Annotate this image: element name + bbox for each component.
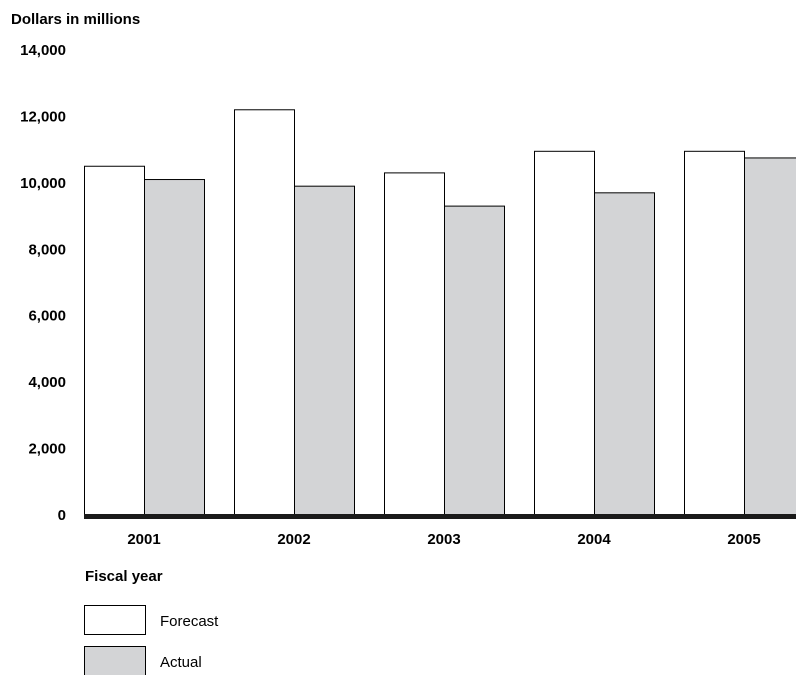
- legend-swatch-actual: [84, 646, 146, 675]
- x-axis-ticks: 2001 2002 2003 2004 2005: [127, 531, 760, 548]
- legend: Forecast Actual: [84, 605, 219, 675]
- bar-actual-2003: [444, 205, 505, 516]
- y-tick-label: 8,000: [28, 241, 66, 258]
- bar-forecast-2002: [234, 109, 295, 516]
- y-tick-label: 2,000: [28, 441, 66, 458]
- bar-actual-2002: [294, 185, 355, 516]
- y-axis-title: Dollars in millions: [11, 11, 140, 28]
- legend-label-forecast: Forecast: [160, 613, 219, 630]
- bar-forecast-2003: [384, 172, 445, 516]
- x-tick-label: 2005: [727, 531, 760, 548]
- bar-forecast-2004: [534, 150, 595, 516]
- bar-forecast-2001: [84, 165, 145, 516]
- bar-actual-2005: [744, 157, 796, 516]
- y-axis-ticks: 0 2,000 4,000 6,000 8,000 10,000 12,000 14,000: [20, 42, 66, 524]
- bars: [84, 109, 796, 516]
- bar-actual-2004: [594, 192, 655, 516]
- bar-actual-2001: [144, 179, 205, 516]
- y-tick-label: 4,000: [28, 374, 66, 391]
- x-tick-label: 2002: [277, 531, 310, 548]
- x-tick-label: 2001: [127, 531, 160, 548]
- y-tick-label: 14,000: [20, 42, 66, 59]
- x-axis-title: Fiscal year: [85, 568, 163, 585]
- x-tick-label: 2003: [427, 531, 460, 548]
- y-tick-label: 12,000: [20, 108, 66, 125]
- x-axis-line: [84, 514, 796, 519]
- bar-forecast-2005: [684, 150, 745, 516]
- y-tick-label: 10,000: [20, 175, 66, 192]
- y-tick-label: 6,000: [28, 308, 66, 325]
- legend-label-actual: Actual: [160, 654, 202, 671]
- legend-swatch-forecast: [84, 605, 146, 635]
- x-tick-label: 2004: [577, 531, 611, 548]
- y-tick-label: 0: [58, 507, 66, 524]
